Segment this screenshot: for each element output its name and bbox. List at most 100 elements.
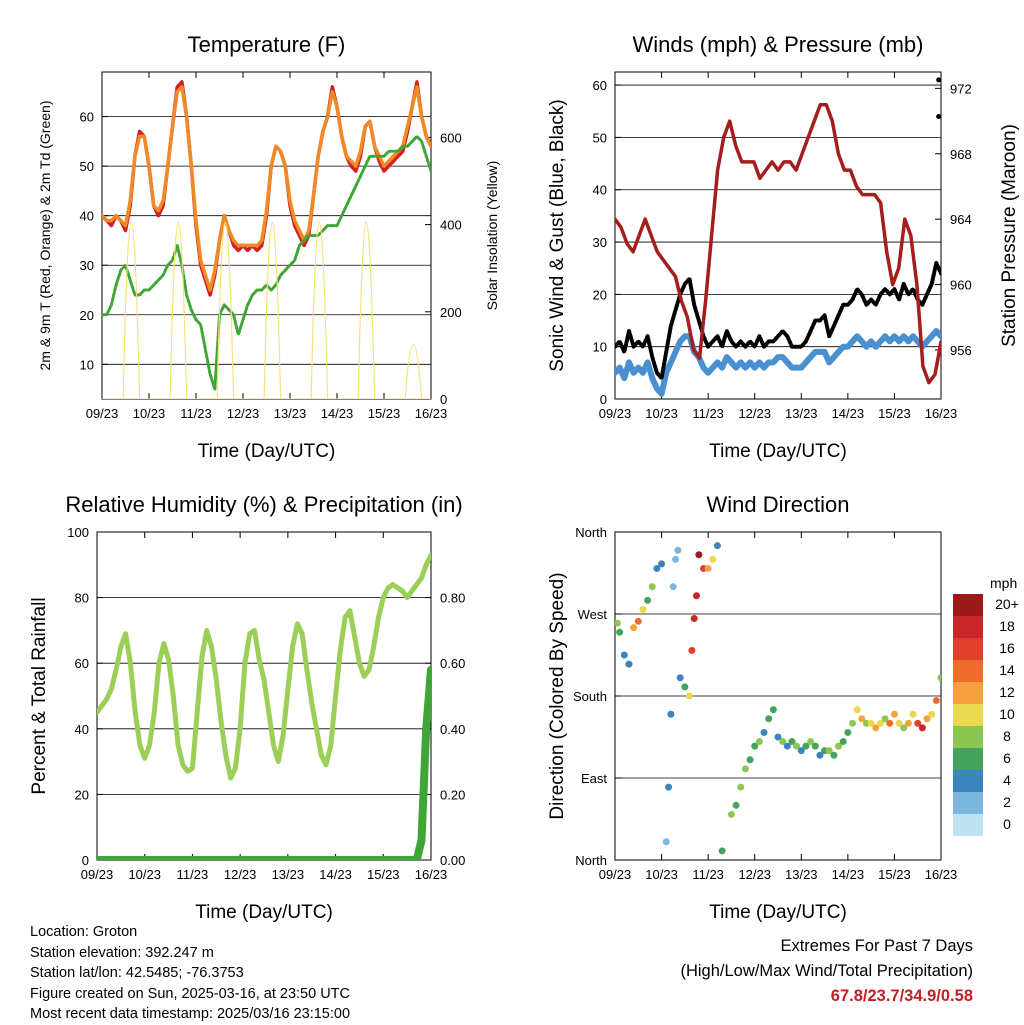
direction-point <box>783 742 791 750</box>
x-tick-label: 10/23 <box>133 406 166 421</box>
direction-point <box>667 710 675 718</box>
direction-point <box>937 674 941 682</box>
x-axis-label: Time (Day/UTC) <box>198 441 336 462</box>
series-solar-insolation <box>169 221 188 399</box>
direction-point <box>932 697 940 705</box>
direction-point <box>774 733 782 741</box>
x-tick-label: 13/23 <box>274 406 307 421</box>
legend-label: 14 <box>999 662 1015 678</box>
y-tick-label: 60 <box>80 110 94 125</box>
y-tick-label: 30 <box>80 258 94 273</box>
direction-point <box>665 783 673 791</box>
y-tick-label: North <box>575 853 607 868</box>
direction-point <box>746 756 754 764</box>
direction-point <box>634 617 642 625</box>
direction-point <box>895 719 903 727</box>
direction-point <box>639 605 647 613</box>
y2-tick-label: 0 <box>440 392 447 407</box>
series-station-pressure <box>615 102 941 385</box>
direction-point <box>669 583 677 591</box>
plot-area <box>97 552 431 860</box>
direction-point <box>693 592 700 600</box>
y-tick-label: West <box>578 607 608 622</box>
direction-point <box>839 738 847 746</box>
x-tick-label: 11/23 <box>177 867 209 882</box>
direction-point <box>662 838 670 846</box>
direction-point <box>695 551 703 559</box>
y-tick-label: 60 <box>75 656 89 671</box>
chart-title: Temperature (F) <box>188 32 346 57</box>
direction-point <box>923 715 931 723</box>
direction-point <box>672 555 680 563</box>
legend-label: 12 <box>999 684 1015 700</box>
legend-swatch <box>953 726 983 748</box>
legend-swatch <box>953 660 983 682</box>
created-text: Figure created on Sun, 2025-03-16, at 23… <box>30 985 350 1002</box>
direction-point <box>797 747 805 755</box>
x-tick-label: 15/23 <box>368 406 401 421</box>
y-tick-label: 60 <box>593 78 607 93</box>
direction-point <box>886 719 894 727</box>
direction-point <box>653 564 661 572</box>
extremes-title: Extremes For Past 7 Days <box>780 937 973 955</box>
y-tick-label: 10 <box>593 340 607 355</box>
direction-point <box>690 615 698 623</box>
direction-point <box>741 765 749 773</box>
x-axis-label: Time (Day/UTC) <box>709 441 847 462</box>
legend-swatch <box>953 748 983 770</box>
y-tick-label: East <box>581 771 607 786</box>
legend-label: 6 <box>1003 750 1011 766</box>
series-solar-insolation <box>357 221 376 399</box>
direction-point <box>802 742 810 750</box>
direction-point <box>625 660 633 668</box>
legend-label: 4 <box>1003 772 1011 788</box>
x-tick-label: 14/23 <box>321 406 354 421</box>
legend-label: 0 <box>1003 816 1011 832</box>
direction-point <box>811 742 819 750</box>
direction-point <box>765 715 773 723</box>
x-tick-label: 09/23 <box>599 406 632 421</box>
x-tick-label: 10/23 <box>645 406 678 421</box>
temperature-panel: 09/23 10/23 11/23 12/23 13/23 14/23 15/23 16/23… <box>37 32 500 462</box>
x-tick-label: 11/23 <box>692 406 724 421</box>
x-tick-label: 11/23 <box>180 406 212 421</box>
direction-point <box>928 710 936 718</box>
y2-tick-label: 968 <box>950 147 972 162</box>
legend-swatch <box>953 594 983 616</box>
y-axis-label: Direction (Colored By Speed) <box>547 572 568 819</box>
y2-tick-label: 0.80 <box>440 591 465 606</box>
x-tick-label: 12/23 <box>738 406 771 421</box>
extremes-box: Extremes For Past 7 Days (High/Low/Max W… <box>680 934 973 1009</box>
y-tick-label: 40 <box>75 722 89 737</box>
direction-point <box>807 738 815 746</box>
legend-swatch <box>953 682 983 704</box>
x-tick-label: 16/23 <box>925 406 958 421</box>
direction-point <box>630 624 638 632</box>
y2-tick-label: 0.00 <box>440 853 465 868</box>
direction-point <box>727 810 735 818</box>
direction-point <box>648 583 656 591</box>
y2-tick-label: 600 <box>440 130 462 145</box>
y-tick-label: North <box>575 525 607 540</box>
x-tick-label: 11/23 <box>692 867 724 882</box>
direction-point <box>849 719 857 727</box>
x-tick-label: 10/23 <box>645 867 678 882</box>
y-tick-label: 50 <box>80 159 94 174</box>
direction-point <box>769 706 777 714</box>
direction-point <box>816 751 824 759</box>
direction-point <box>713 542 721 550</box>
y-tick-label: 30 <box>593 235 607 250</box>
direction-point <box>918 724 926 732</box>
x-tick-label: 13/23 <box>272 867 305 882</box>
legend-swatch <box>953 704 983 726</box>
direction-point <box>914 719 922 727</box>
x-tick-label: 14/23 <box>832 867 865 882</box>
direction-point <box>620 651 628 659</box>
direction-point <box>644 596 652 604</box>
x-tick-label: 12/23 <box>738 867 771 882</box>
station-info: Location: Groton Station elevation: 392.… <box>30 922 350 1025</box>
direction-point <box>658 560 666 568</box>
y-axis-label: 2m & 9m T (Red, Orange) & 2m Td (Green) <box>37 101 53 371</box>
legend-label: 8 <box>1003 728 1011 744</box>
y-tick-label: 40 <box>593 183 607 198</box>
